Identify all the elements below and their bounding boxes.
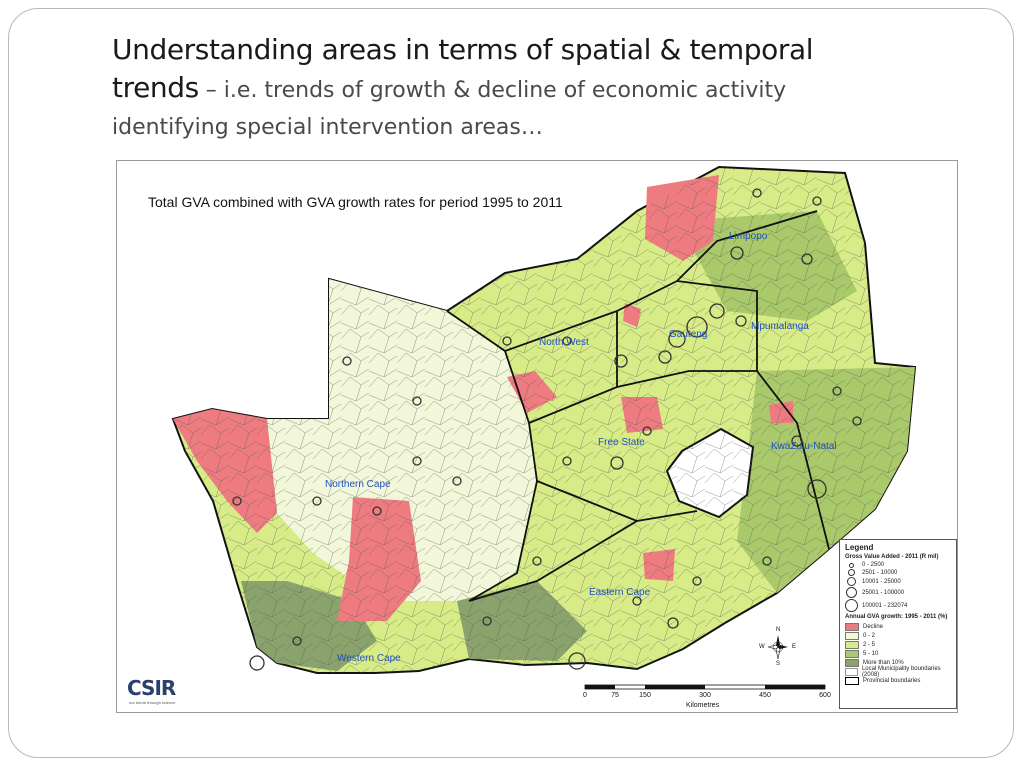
province-label-limpopo: Limpopo [729, 231, 768, 242]
provincial-boundaries [446, 210, 830, 602]
legend-local-boundaries: Local Municipality boundaries (2008) [861, 665, 941, 678]
province-label-northern-cape: Northern Cape [325, 479, 391, 490]
slide-title-line1: Understanding areas in terms of spatial … [112, 33, 814, 66]
map-title: Total GVA combined with GVA growth rates… [148, 194, 563, 210]
province-label-north-west: North West [539, 337, 589, 348]
province-label-gauteng: Gauteng [669, 329, 708, 340]
legend-gva-heading: Gross Value Added - 2011 (R mil) [845, 554, 939, 560]
gva-circle-icon [846, 587, 857, 598]
scale-bar: 0 75 150 300 450 600 Kilometres [581, 684, 831, 712]
legend-swatch-5-10 [845, 649, 859, 658]
legend-swatch-decline [845, 622, 859, 631]
legend-swatch-local-boundaries [845, 667, 858, 676]
slide-title-line2: trends – i.e. trends of growth & decline… [112, 70, 972, 111]
scale-tick: 75 [611, 692, 619, 699]
scale-tick: 0 [583, 692, 587, 699]
map-legend: Legend Gross Value Added - 2011 (R mil) … [839, 539, 957, 709]
north-arrow: N S W E [759, 627, 797, 667]
csir-logo: CSIR [127, 676, 176, 700]
legend-growth-heading: Annual GVA growth: 1995 - 2011 (%) [845, 614, 948, 620]
legend-growth-class: 2 - 5 [863, 641, 876, 648]
legend-gva-class: 10001 - 25000 [862, 578, 901, 585]
scale-tick: 150 [639, 692, 651, 699]
province-label-western-cape: Western Cape [337, 653, 401, 664]
compass-w: W [759, 644, 765, 650]
gva-circles [232, 188, 862, 671]
csir-tagline: our future through science [129, 700, 176, 705]
scale-tick: 600 [819, 692, 831, 699]
compass-rose-icon [767, 635, 788, 660]
province-label-eastern-cape: Eastern Cape [589, 587, 651, 598]
slide-subtitle-line2: identifying special intervention areas… [112, 115, 543, 140]
gva-circle-icon [845, 599, 858, 612]
legend-growth-class: 0 - 2 [863, 632, 876, 639]
province-label-kwazulu-natal: KwaZulu-Natal [771, 441, 837, 452]
legend-swatch-more-10 [845, 658, 859, 667]
slide-title-trends: trends [112, 71, 199, 104]
compass-s: S [776, 661, 781, 667]
scale-tick: 300 [699, 692, 711, 699]
legend-growth-class: More than 10% [863, 659, 904, 666]
gva-circle-icon [847, 577, 856, 586]
province-label-mpumalanga: Mpumalanga [751, 321, 809, 332]
slide-heading: Understanding areas in terms of spatial … [112, 30, 972, 145]
compass-e: E [792, 644, 797, 650]
legend-gva-class: 2501 - 10000 [862, 569, 898, 576]
legend-gva-class: 25001 - 100000 [862, 589, 905, 596]
south-africa-map [171, 165, 917, 674]
compass-n: N [776, 627, 781, 633]
legend-swatch-provincial-boundaries [845, 676, 859, 685]
legend-swatch-0-2 [845, 631, 859, 640]
legend-title: Legend [845, 543, 874, 552]
scale-bar-graphic [584, 684, 826, 690]
gva-circle-icon [849, 562, 854, 568]
scale-tick: 450 [759, 692, 771, 699]
slide-subtitle-line1: – i.e. trends of growth & decline of eco… [198, 78, 787, 103]
scale-units: Kilometres [686, 702, 720, 709]
gva-map: Total GVA combined with GVA growth rates… [116, 160, 958, 713]
legend-growth-class: 5 - 10 [863, 650, 879, 657]
gva-circle-icon [848, 569, 855, 576]
province-label-free-state: Free State [598, 437, 645, 448]
legend-gva-class: 0 - 2500 [862, 562, 885, 568]
legend-swatch-2-5 [845, 640, 859, 649]
legend-growth-class: Decline [863, 623, 884, 630]
legend-gva-class: 100001 - 232074 [862, 602, 908, 609]
legend-provincial-boundaries: Provincial boundaries [863, 677, 921, 684]
